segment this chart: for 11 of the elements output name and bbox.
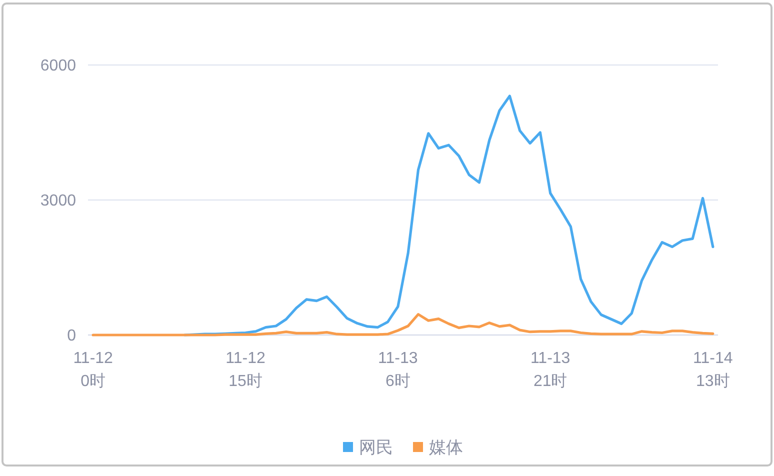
- x-tick-label: 11-13 21时: [530, 350, 570, 390]
- y-tick-label: 6000: [40, 58, 76, 74]
- y-tick-label: 3000: [40, 192, 76, 210]
- legend-label: 网民: [359, 438, 393, 457]
- x-tick-label: 11-13 6时: [378, 350, 418, 390]
- x-tick-label: 11-12 15时: [226, 350, 266, 390]
- x-tick-label: 11-14 13时: [693, 350, 733, 390]
- line-series: [92, 313, 714, 336]
- x-tick-label: 11-12 0时: [73, 350, 114, 390]
- y-tick-label: 0: [67, 328, 76, 344]
- legend-label: 媒体: [429, 438, 463, 457]
